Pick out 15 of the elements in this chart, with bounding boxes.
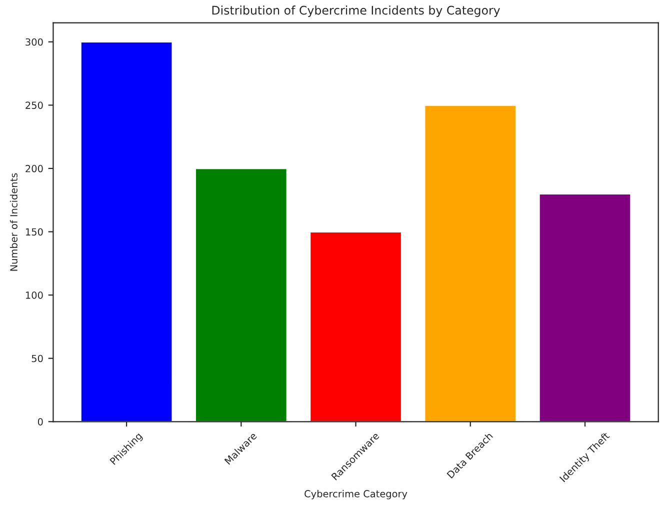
bar bbox=[194, 168, 288, 422]
y-tick-label: 100 bbox=[26, 292, 43, 299]
bar bbox=[424, 104, 517, 422]
y-tick-label: 0 bbox=[38, 418, 43, 426]
y-tick-label: 50 bbox=[32, 354, 43, 362]
bar bbox=[538, 193, 632, 422]
x-axis-title: Cybercrime Category bbox=[304, 490, 408, 500]
bar bbox=[80, 41, 174, 422]
y-tick-label: 300 bbox=[26, 38, 43, 46]
y-axis-title: Number of Incidents bbox=[10, 173, 18, 271]
y-tick-label: 150 bbox=[26, 228, 43, 236]
bar bbox=[309, 231, 402, 422]
chart-title: Distribution of Cybercrime Incidents by Category bbox=[212, 6, 500, 17]
y-tick-label: 250 bbox=[26, 102, 43, 109]
y-tick-label: 200 bbox=[26, 164, 43, 172]
